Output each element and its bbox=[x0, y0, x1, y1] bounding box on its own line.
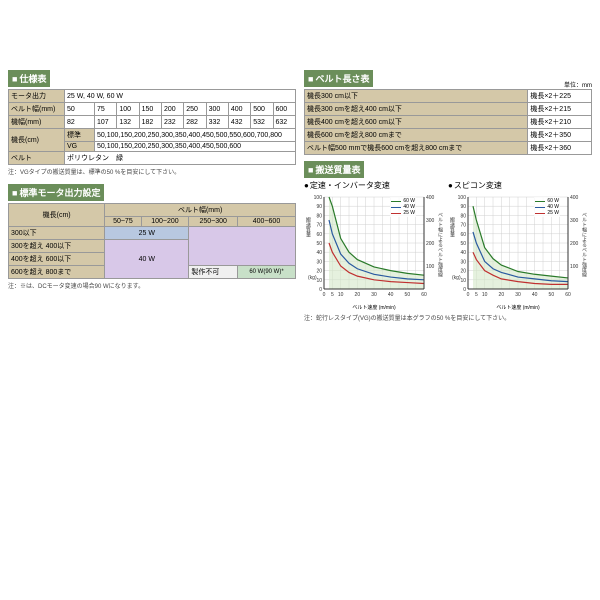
svg-text:5: 5 bbox=[475, 292, 478, 298]
svg-text:60: 60 bbox=[316, 232, 322, 238]
svg-text:搬送質量: 搬送質量 bbox=[305, 216, 311, 238]
chart1-legend: 60 W40 W25 W bbox=[390, 197, 416, 217]
chart2: 010203040506070809010005102030405060搬送質量… bbox=[448, 193, 588, 303]
motor-table-title: 標準モータ出力設定 bbox=[8, 184, 104, 201]
svg-text:(kg): (kg) bbox=[308, 275, 317, 281]
chart1-xlabel: ベルト速度 (m/min) bbox=[304, 304, 444, 311]
right-column: ベルト長さ表 単位：mm 機長300 cm以下機長×2＋225 機長300 cm… bbox=[304, 70, 592, 322]
svg-text:20: 20 bbox=[460, 269, 466, 275]
svg-text:20: 20 bbox=[499, 292, 505, 298]
chart1-wrap: 定速・インバータ変速 01020304050607080901000510203… bbox=[304, 180, 444, 311]
svg-text:100: 100 bbox=[314, 195, 323, 201]
svg-text:100: 100 bbox=[570, 264, 579, 270]
length-unit: 単位：mm bbox=[564, 80, 592, 89]
svg-text:搬送質量: 搬送質量 bbox=[449, 216, 455, 238]
charts-title: 搬送質量表 bbox=[304, 161, 364, 178]
svg-text:30: 30 bbox=[371, 292, 377, 298]
svg-text:(kg): (kg) bbox=[452, 275, 461, 281]
svg-text:40: 40 bbox=[316, 250, 322, 256]
svg-text:400: 400 bbox=[426, 195, 435, 201]
svg-text:10: 10 bbox=[338, 292, 344, 298]
svg-text:400: 400 bbox=[570, 195, 579, 201]
svg-text:0: 0 bbox=[323, 292, 326, 298]
svg-text:100: 100 bbox=[426, 264, 435, 270]
svg-text:20: 20 bbox=[316, 269, 322, 275]
svg-text:50: 50 bbox=[460, 241, 466, 247]
charts-note: 注：蛇行レスタイプ(VG)の搬送質量は本グラフの50 %を目安にして下さい。 bbox=[304, 313, 592, 322]
svg-text:50: 50 bbox=[549, 292, 555, 298]
svg-text:40: 40 bbox=[532, 292, 538, 298]
svg-text:300: 300 bbox=[426, 218, 435, 224]
svg-text:20: 20 bbox=[355, 292, 361, 298]
svg-text:10: 10 bbox=[482, 292, 488, 298]
svg-text:30: 30 bbox=[515, 292, 521, 298]
svg-text:40: 40 bbox=[460, 250, 466, 256]
svg-text:ベルト幅によるベルト強度線: ベルト幅によるベルト強度線 bbox=[437, 212, 443, 277]
svg-text:100: 100 bbox=[458, 195, 467, 201]
chart2-title: スピコン変速 bbox=[448, 180, 588, 191]
svg-text:50: 50 bbox=[316, 241, 322, 247]
svg-text:10: 10 bbox=[316, 278, 322, 284]
svg-text:90: 90 bbox=[460, 204, 466, 210]
svg-text:70: 70 bbox=[316, 223, 322, 229]
svg-text:300: 300 bbox=[570, 218, 579, 224]
svg-text:0: 0 bbox=[467, 292, 470, 298]
svg-text:30: 30 bbox=[316, 259, 322, 265]
svg-text:60: 60 bbox=[421, 292, 427, 298]
spec-note: 注：VGタイプの搬送質量は、標準の50 %を目安にして下さい。 bbox=[8, 167, 296, 176]
svg-text:70: 70 bbox=[460, 223, 466, 229]
svg-text:60: 60 bbox=[565, 292, 571, 298]
spec-table: モータ出力25 W, 40 W, 60 W ベルト幅(mm) 507510015… bbox=[8, 89, 296, 165]
length-table: 機長300 cm以下機長×2＋225 機長300 cmを超え400 cm以下機長… bbox=[304, 89, 592, 155]
chart1: 010203040506070809010005102030405060搬送質量… bbox=[304, 193, 444, 303]
svg-text:10: 10 bbox=[460, 278, 466, 284]
svg-text:30: 30 bbox=[460, 259, 466, 265]
length-table-title: ベルト長さ表 bbox=[304, 70, 373, 87]
svg-text:5: 5 bbox=[331, 292, 334, 298]
chart1-title: 定速・インバータ変速 bbox=[304, 180, 444, 191]
svg-text:60: 60 bbox=[460, 232, 466, 238]
motor-note: 注：※は、DCモータ変速の場合90 Wになります。 bbox=[8, 281, 296, 290]
svg-text:50: 50 bbox=[405, 292, 411, 298]
svg-text:ベルト幅によるベルト強度線: ベルト幅によるベルト強度線 bbox=[581, 212, 587, 277]
svg-text:80: 80 bbox=[460, 213, 466, 219]
svg-text:200: 200 bbox=[426, 241, 435, 247]
left-column: 仕様表 モータ出力25 W, 40 W, 60 W ベルト幅(mm) 50751… bbox=[8, 70, 296, 322]
chart2-xlabel: ベルト速度 (m/min) bbox=[448, 304, 588, 311]
chart-section: 搬送質量表 定速・インバータ変速 0 10 20 30 40 50 60 70 80 90 100 0… bbox=[304, 161, 592, 322]
spec-table-title: 仕様表 bbox=[8, 70, 50, 87]
chart2-wrap: スピコン変速 010203040506070809010005102030405… bbox=[448, 180, 588, 311]
svg-text:80: 80 bbox=[316, 213, 322, 219]
chart2-legend: 60 W40 W25 W bbox=[534, 197, 560, 217]
svg-text:40: 40 bbox=[388, 292, 394, 298]
svg-text:90: 90 bbox=[316, 204, 322, 210]
svg-text:200: 200 bbox=[570, 241, 579, 247]
motor-table: 機長(cm)ベルト幅(mm) 50~75100~200250~300400~60… bbox=[8, 203, 296, 279]
main-container: 仕様表 モータ出力25 W, 40 W, 60 W ベルト幅(mm) 50751… bbox=[8, 70, 592, 322]
